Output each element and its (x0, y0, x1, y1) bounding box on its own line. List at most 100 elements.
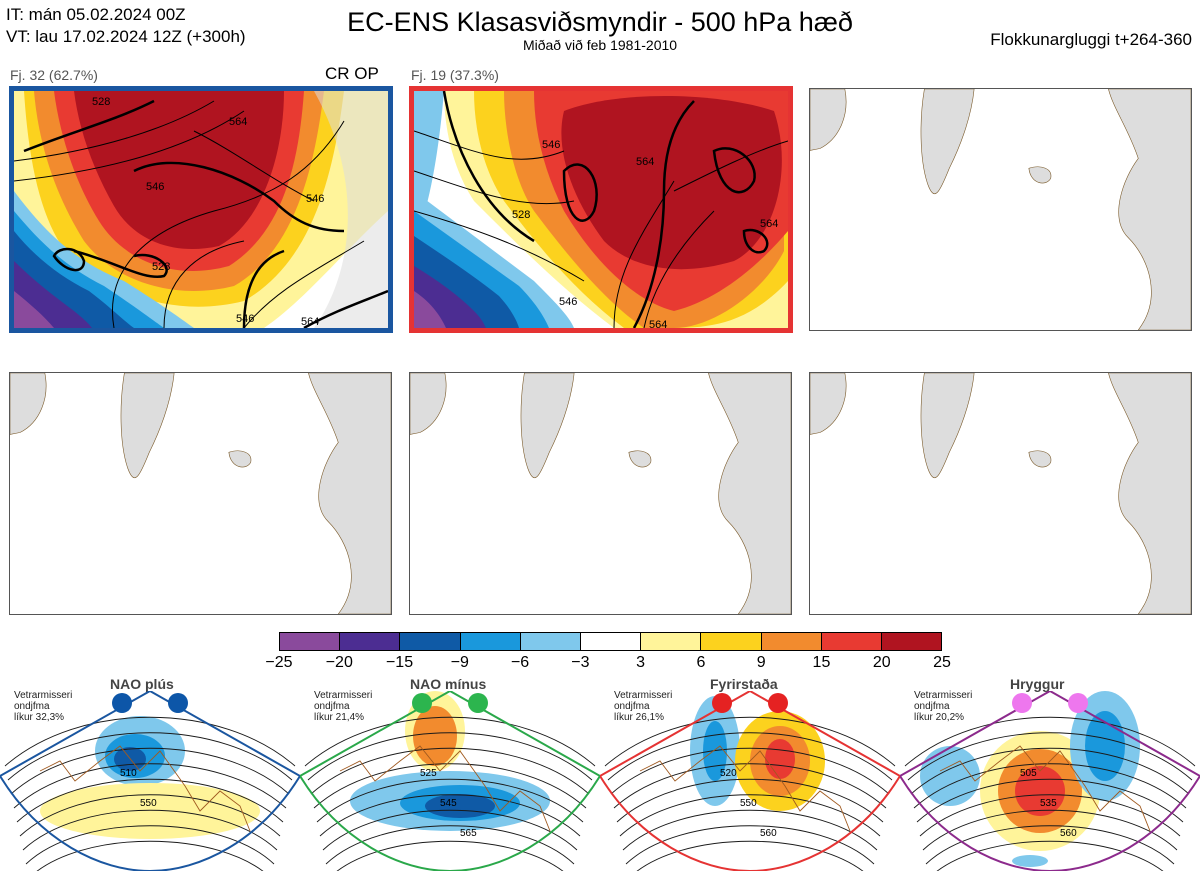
contour-value-label: 525 (420, 768, 437, 779)
height-contour (19, 794, 281, 837)
anomaly-map-1 (14, 91, 388, 328)
colorbar-tick-label: −9 (450, 654, 469, 671)
regime-fan-map: 510 550 (0, 691, 300, 871)
colorbar-cell (701, 633, 762, 650)
panel-2-label: Fj. 19 (37.3%) (411, 67, 499, 83)
contour-value-label: 520 (720, 768, 737, 779)
anomaly-blob (765, 739, 795, 779)
colorbar-cell (580, 633, 642, 650)
regime-probability-note: Vetrarmisseri ondjfma líkur 21,4% (314, 690, 373, 723)
regime-title: NAO plús (110, 676, 174, 692)
init-time: IT: mán 05.02.2024 00Z (6, 5, 186, 24)
colorbar-cell (280, 633, 341, 650)
colorbar-tick-label: −3 (571, 654, 590, 671)
height-contour (4, 716, 296, 767)
regime-probability-note: Vetrarmisseri ondjfma líkur 32,3% (14, 690, 73, 723)
height-contour (16, 778, 284, 823)
contour-label: 546 (559, 296, 578, 308)
height-contour (304, 716, 596, 767)
contour-label: 564 (301, 316, 320, 328)
contour-label: 546 (542, 139, 561, 151)
height-contour (904, 716, 1196, 767)
anomaly-map-2 (414, 91, 788, 328)
cluster-map-6 (809, 372, 1192, 615)
height-contour (925, 825, 1175, 865)
colorbar-cell (460, 633, 521, 650)
height-contour (936, 840, 1164, 871)
cluster-map-3 (809, 88, 1192, 331)
height-contour (10, 747, 290, 795)
cluster-map-2: 546 564 528 546 564 564 (409, 86, 793, 333)
contour-value-label: 505 (1020, 768, 1037, 779)
regime-center-dot (768, 693, 788, 713)
contour-value-label: 550 (140, 798, 157, 809)
colorbar (279, 632, 942, 651)
cluster-map-1: 528 546 564 546 528 546 564 (9, 86, 393, 333)
basemap-3 (810, 89, 1191, 330)
coastline (39, 745, 251, 832)
height-contour (319, 794, 581, 837)
coastline (639, 745, 851, 832)
colorbar-ticks: −25 −20 −15 −9 −6 −3 3 6 9 15 20 25 (0, 654, 1200, 676)
regime-probability-note: Vetrarmisseri ondjfma líkur 20,2% (914, 690, 973, 723)
colorbar-tick-label: −15 (385, 654, 414, 671)
colorbar-cell (400, 633, 461, 650)
regime-title: NAO mínus (410, 676, 487, 692)
contour-value-label: 565 (460, 828, 477, 839)
colorbar-tick-label: 15 (812, 654, 831, 671)
anomaly-blob (1015, 766, 1065, 816)
basemap-5 (410, 373, 791, 614)
height-contour (636, 840, 864, 871)
height-contour (913, 763, 1187, 809)
colorbar-tick-label: −6 (510, 654, 530, 671)
height-contour (13, 763, 287, 809)
regime-fan-map: 525 545 565 (300, 691, 600, 871)
anomaly-blob (1012, 855, 1048, 867)
height-contour (919, 794, 1181, 837)
page-title: EC-ENS Klasasviðsmyndir - 500 hPa hæð (347, 7, 853, 37)
height-contour (7, 732, 293, 781)
contour-label: 564 (229, 116, 248, 128)
regime-center-dot (1012, 693, 1032, 713)
valid-time: VT: lau 17.02.2024 12Z (+300h) (6, 27, 246, 46)
colorbar-tick-label: 20 (872, 654, 891, 671)
regime-title: Fyrirstaða (710, 676, 778, 692)
cluster-map-5 (409, 372, 792, 615)
basemap-4 (10, 373, 391, 614)
height-contour (310, 747, 590, 795)
contour-label: 546 (236, 313, 255, 325)
colorbar-tick-label: 6 (696, 654, 706, 671)
page-subtitle: Miðað við feb 1981-2010 (522, 37, 678, 53)
regime-fan-map: 520 550 560 (600, 691, 900, 871)
height-contour (316, 778, 584, 823)
coastline (939, 745, 1151, 832)
height-contour (613, 763, 887, 809)
header-times: IT: mán 05.02.2024 00Z VT: lau 17.02.202… (6, 4, 246, 48)
contour-label: 528 (152, 261, 171, 273)
contour-value-label: 510 (120, 768, 137, 779)
height-contour (616, 778, 884, 823)
height-contour (907, 732, 1193, 781)
cluster-map-4 (9, 372, 392, 615)
height-contour (325, 825, 575, 865)
regime-fan-map: 505 535 560 (900, 691, 1200, 871)
colorbar-cell (881, 633, 942, 650)
regime-center-dot (1068, 693, 1088, 713)
contour-value-label: 560 (1060, 828, 1077, 839)
colorbar-tick-label: 25 (933, 654, 951, 671)
height-contour (619, 794, 881, 837)
anomaly-blob (413, 706, 457, 766)
height-contour (336, 840, 564, 871)
colorbar-tick-label: −20 (325, 654, 353, 671)
height-contour (36, 840, 264, 871)
basemap-6 (810, 373, 1191, 614)
colorbar-tick-label: −25 (265, 654, 293, 671)
contour-value-label: 560 (760, 828, 777, 839)
regime-center-dot (112, 693, 132, 713)
colorbar-cell (761, 633, 822, 650)
panel-1-tag: CR OP (325, 64, 379, 83)
contour-label: 528 (512, 209, 531, 221)
regime-center-dot (168, 693, 188, 713)
colorbar-tick-label: 9 (756, 654, 766, 671)
height-contour (25, 825, 275, 865)
